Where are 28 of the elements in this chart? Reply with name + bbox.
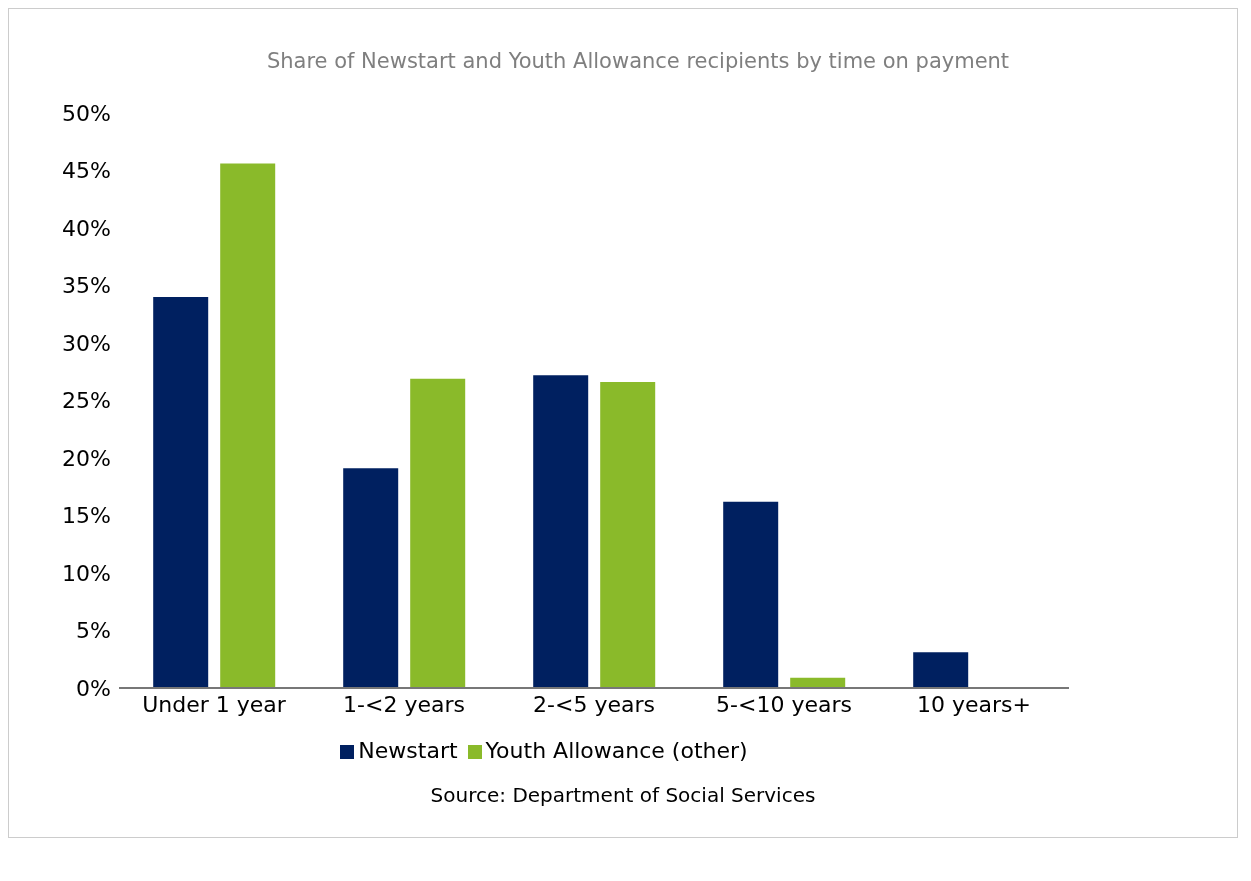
legend-label: Youth Allowance (other) [485, 738, 748, 763]
bar [410, 378, 466, 688]
y-tick-label: 40% [62, 215, 111, 241]
y-tick-label: 30% [62, 330, 111, 356]
x-tick-label: 10 years+ [917, 691, 1031, 717]
y-tick-label: 35% [62, 273, 111, 299]
x-tick-label: Under 1 year [142, 691, 287, 717]
chart-title: Share of Newstart and Youth Allowance recipients by time on payment [265, 48, 1011, 73]
x-tick-label: 5-<10 years [716, 691, 852, 717]
y-tick-label: 20% [62, 445, 111, 471]
bar [723, 501, 779, 688]
y-tick-label: 45% [62, 158, 111, 184]
bar [220, 163, 276, 688]
y-tick-label: 50% [62, 100, 111, 126]
bar [913, 652, 969, 688]
source-note: Source: Department of Social Services [429, 782, 817, 809]
bar [600, 382, 656, 688]
x-tick-label: 2-<5 years [533, 691, 655, 717]
y-tick-label: 5% [76, 618, 111, 644]
bar [153, 297, 209, 688]
bar [533, 375, 589, 688]
legend-label: Newstart [358, 738, 458, 763]
y-tick-label: 15% [62, 503, 111, 529]
y-tick-label: 0% [76, 675, 111, 701]
y-tick-label: 25% [62, 388, 111, 414]
x-tick-label: 1-<2 years [343, 691, 465, 717]
bar [343, 468, 399, 688]
y-tick-label: 10% [62, 560, 111, 586]
